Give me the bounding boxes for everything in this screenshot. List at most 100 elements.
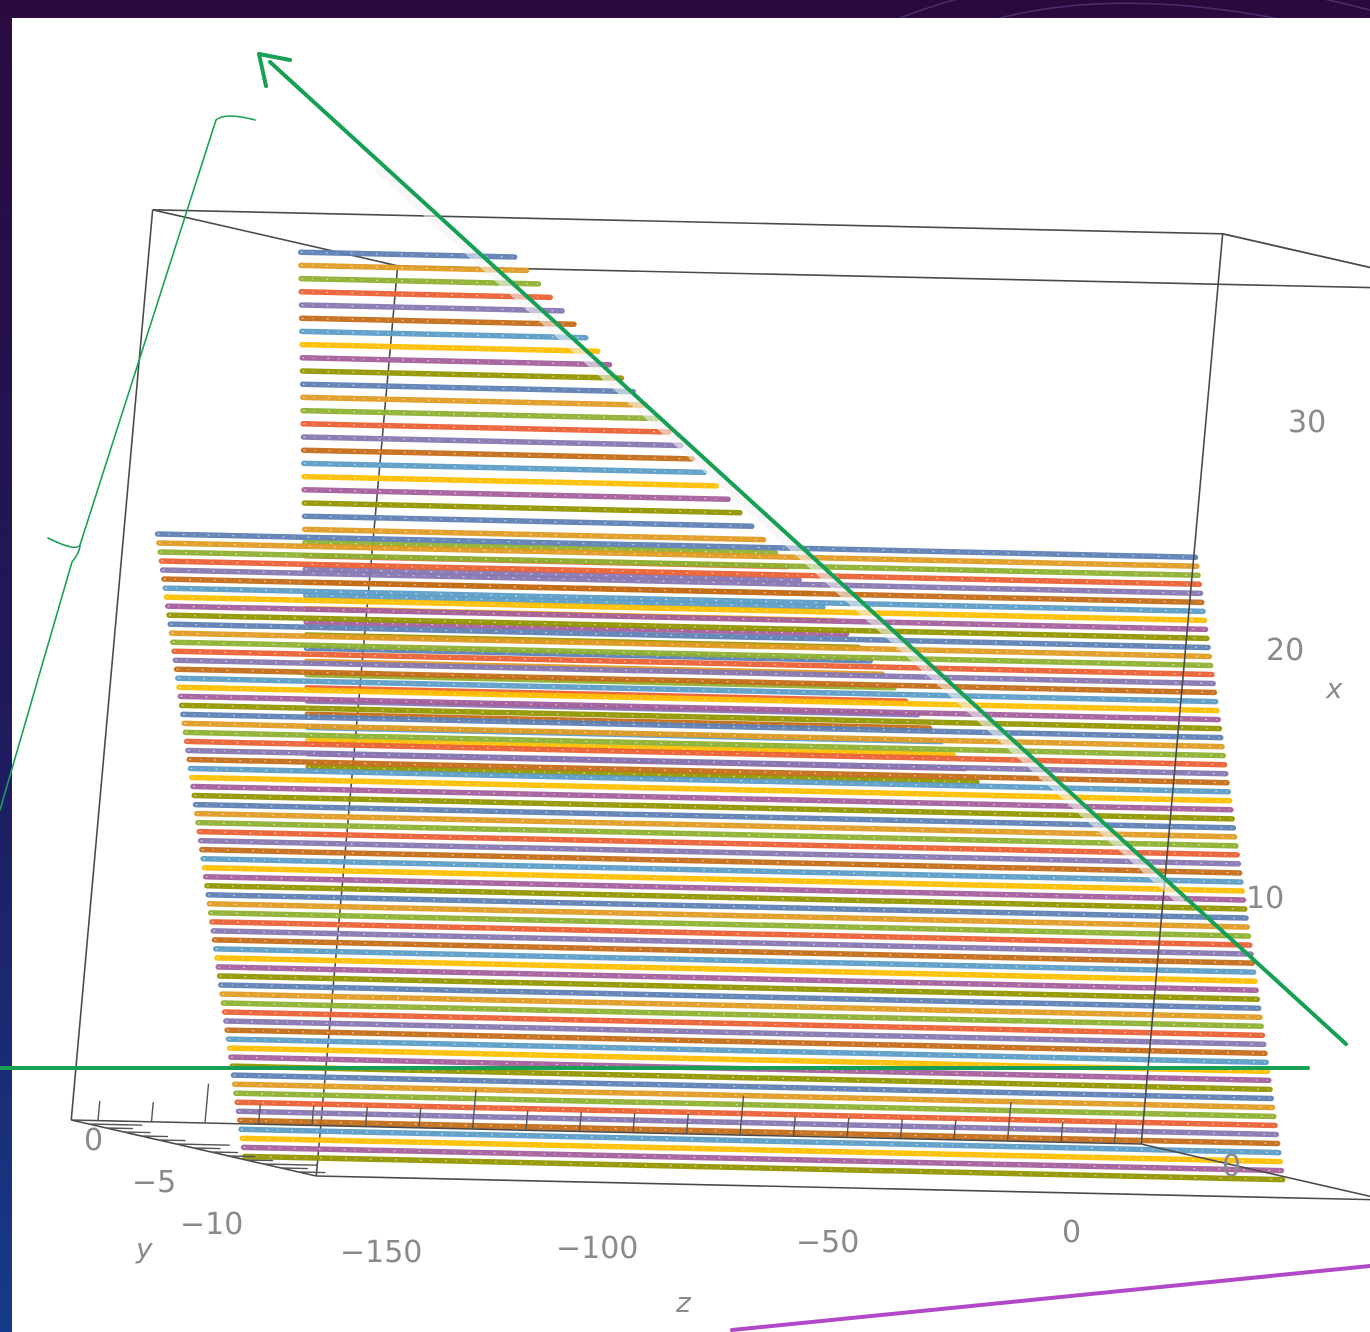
series-line <box>220 1000 1264 1030</box>
annotation-layer <box>0 52 1370 1332</box>
box-edge <box>152 209 398 267</box>
tick-mark <box>899 1118 903 1139</box>
y-tick-label: 0 <box>84 1123 103 1158</box>
series-line <box>300 407 660 422</box>
arrowhead-icon <box>257 52 292 88</box>
bracket-annotation <box>0 115 256 811</box>
series-line-texture <box>304 528 764 541</box>
series-line <box>159 567 1204 597</box>
series-line <box>168 630 1213 660</box>
tick-mark <box>739 1095 745 1136</box>
series-line <box>195 819 1239 849</box>
tick-mark <box>632 1112 636 1133</box>
series-line <box>182 729 1227 759</box>
series-line <box>214 955 1258 984</box>
series-line <box>300 447 696 462</box>
series-line <box>197 837 1242 867</box>
series-line <box>164 603 1209 633</box>
series-line-texture <box>301 317 574 325</box>
series-line <box>301 473 719 489</box>
series-line <box>201 864 1246 894</box>
tick-mark <box>578 1111 582 1132</box>
tick-mark <box>1060 1122 1064 1143</box>
series-line <box>154 531 1199 560</box>
series-line <box>175 675 1219 705</box>
series-line <box>230 1072 1275 1102</box>
accent-line <box>730 1264 1370 1332</box>
box-edge <box>70 209 154 1121</box>
series-line <box>192 801 1237 831</box>
series-line <box>206 901 1251 930</box>
tick-mark <box>123 1131 151 1134</box>
series-line <box>162 585 1206 615</box>
series-line <box>215 964 1259 993</box>
series-line <box>178 702 1223 732</box>
tick-mark <box>792 1116 796 1137</box>
series-line <box>158 558 1203 588</box>
series-line <box>176 684 1220 714</box>
series-line <box>181 720 1225 750</box>
series-line <box>224 1027 1268 1057</box>
box-edge <box>152 209 1223 235</box>
tick-mark <box>97 1100 101 1121</box>
box-edge <box>1222 233 1370 269</box>
z-tick-label: −50 <box>796 1225 859 1260</box>
series-line <box>190 783 1234 813</box>
z-tick-label: −150 <box>340 1235 422 1270</box>
y-tick-label: −5 <box>132 1165 176 1200</box>
tick-mark <box>685 1114 689 1134</box>
series-line-texture <box>302 383 634 393</box>
series-line <box>236 1117 1281 1147</box>
z-axis-label: z <box>675 1286 692 1319</box>
series-line <box>157 549 1201 579</box>
series-line <box>301 513 755 529</box>
box-edge <box>1140 233 1224 1145</box>
series-line <box>171 648 1215 678</box>
tick-mark <box>418 1108 422 1128</box>
series-line <box>223 1018 1267 1048</box>
series-line-texture <box>306 621 847 635</box>
series-line <box>191 792 1235 822</box>
series-line <box>218 982 1262 1012</box>
series-line <box>185 747 1229 777</box>
series-line <box>305 737 956 758</box>
series-line <box>299 341 601 354</box>
series-line <box>211 937 1256 966</box>
tick-mark <box>263 1163 318 1166</box>
x-axis-label: x <box>1325 672 1343 705</box>
series-line <box>209 919 1253 948</box>
series-line <box>231 1081 1276 1111</box>
y-axis-label: y <box>135 1232 153 1265</box>
series-line-texture <box>304 489 729 500</box>
series-line <box>302 539 779 556</box>
series-line <box>301 500 743 516</box>
diagonal-annotation-line <box>268 60 1348 1046</box>
box-edge <box>1141 1143 1370 1198</box>
series-line <box>225 1036 1270 1066</box>
tick-mark <box>1365 1194 1370 1198</box>
series-layer <box>154 249 1286 1183</box>
series-line <box>156 540 1200 570</box>
y-tick-label: −10 <box>180 1207 243 1242</box>
tick-mark <box>953 1120 957 1140</box>
tick-mark <box>281 1167 309 1170</box>
axis-ticks <box>88 1083 1370 1198</box>
tick-mark <box>176 1143 230 1146</box>
series-line <box>204 883 1248 912</box>
series-line <box>242 1153 1286 1183</box>
series-line <box>238 1126 1282 1156</box>
series-line <box>299 368 625 381</box>
series-line <box>300 434 684 449</box>
box-edge <box>397 265 1370 289</box>
series-line <box>299 328 589 341</box>
series-line <box>167 621 1211 651</box>
box-edge <box>316 1175 1370 1201</box>
series-line <box>233 1090 1277 1120</box>
tick-mark <box>228 1155 256 1158</box>
tick-mark <box>257 1104 261 1125</box>
series-line-texture <box>303 462 705 474</box>
x-tick-label: 0 <box>1222 1149 1241 1184</box>
series-line <box>219 991 1263 1021</box>
series-line-texture <box>305 594 823 608</box>
